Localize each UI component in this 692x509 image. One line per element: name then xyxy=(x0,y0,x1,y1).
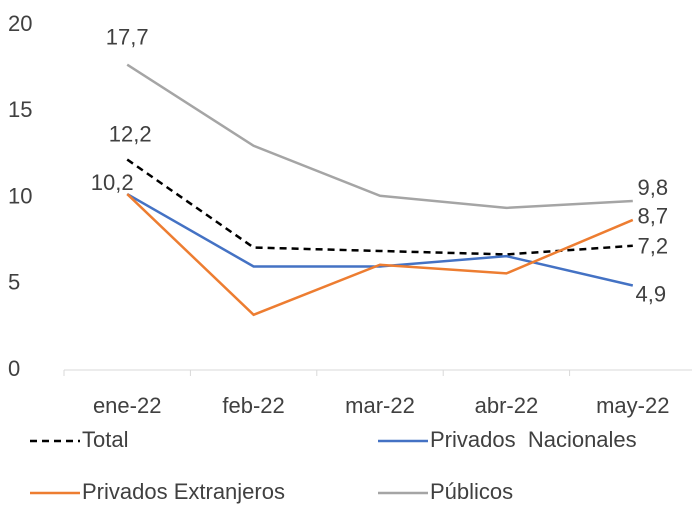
x-tick-label: ene-22 xyxy=(93,393,162,418)
x-tick-label: mar-22 xyxy=(345,393,415,418)
data-label: 10,2 xyxy=(91,170,134,195)
data-label: 8,7 xyxy=(638,204,669,229)
series-line xyxy=(126,158,633,256)
y-tick-label: 5 xyxy=(8,270,20,295)
x-tick-label: may-22 xyxy=(596,393,669,418)
legend-label: Públicos xyxy=(430,479,513,504)
series-line xyxy=(126,63,633,210)
y-tick-label: 20 xyxy=(8,11,32,36)
series-line xyxy=(126,192,634,287)
data-label: 9,8 xyxy=(638,175,669,200)
legend-label: Total xyxy=(82,427,128,452)
data-label: 17,7 xyxy=(106,24,149,49)
x-tick-label: abr-22 xyxy=(475,393,539,418)
y-tick-label: 10 xyxy=(8,183,32,208)
legend-label: Privados Extranjeros xyxy=(82,479,285,504)
data-label: 12,2 xyxy=(109,121,152,146)
data-label: 7,2 xyxy=(638,234,669,259)
y-tick-label: 0 xyxy=(8,356,20,381)
series-line xyxy=(126,193,634,317)
data-label: 4,9 xyxy=(636,281,667,306)
legend-label: Privados Nacionales xyxy=(430,427,637,452)
x-tick-label: feb-22 xyxy=(222,393,284,418)
y-tick-label: 15 xyxy=(8,97,32,122)
